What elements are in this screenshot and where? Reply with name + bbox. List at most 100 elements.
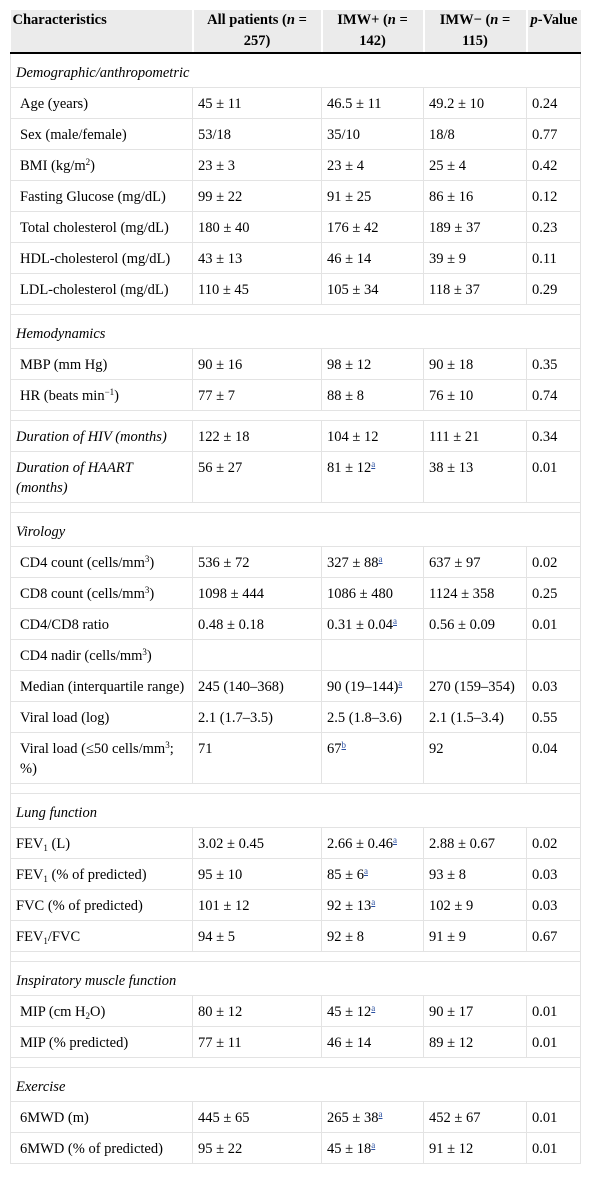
row-label: Fasting Glucose (mg/dL): [10, 180, 193, 212]
cell-imw-minus: 2.1 (1.5–3.4): [423, 701, 527, 733]
header-all-patients: All patients (n = 257): [191, 10, 322, 54]
footnote-link[interactable]: a: [398, 678, 403, 688]
table-row: Duration of HIV (months) 122 ± 18 104 ± …: [10, 420, 581, 452]
table-row: FVC (% of predicted) 101 ± 12 92 ± 13a 1…: [10, 889, 581, 921]
table-row: Age (years) 45 ± 11 46.5 ± 11 49.2 ± 10 …: [10, 87, 581, 119]
cell-p-value: 0.67: [526, 920, 581, 952]
row-label: FEV1 (L): [10, 827, 193, 859]
row-label: Median (interquartile range): [10, 670, 193, 702]
table-row: Viral load (log) 2.1 (1.7–3.5) 2.5 (1.8–…: [10, 701, 581, 733]
cell-all: 77 ± 11: [192, 1026, 322, 1058]
footnote-link[interactable]: a: [371, 897, 376, 907]
cell-all: 56 ± 27: [192, 451, 322, 503]
row-label: FEV1/FVC: [10, 920, 193, 952]
cell-imw-minus: 90 ± 17: [423, 995, 527, 1027]
cell-all: 43 ± 13: [192, 242, 322, 274]
footnote-link[interactable]: a: [371, 1003, 376, 1013]
cell-p-value: 0.42: [526, 149, 581, 181]
cell-all: 80 ± 12: [192, 995, 322, 1027]
cell-imw-minus: 189 ± 37: [423, 211, 527, 243]
cell-imw-minus: 92: [423, 732, 527, 784]
cell-imw-minus: 111 ± 21: [423, 420, 527, 452]
cell-imw-plus: [321, 639, 424, 671]
cell-all: 536 ± 72: [192, 546, 322, 578]
row-label: Duration of HAART (months): [10, 451, 193, 503]
row-label: CD8 count (cells/mm3): [10, 577, 193, 609]
section-title: Hemodynamics: [10, 314, 581, 349]
table-row: MIP (cm H2O) 80 ± 12 45 ± 12a 90 ± 17 0.…: [10, 995, 581, 1027]
table-row: FEV1 (% of predicted) 95 ± 10 85 ± 6a 93…: [10, 858, 581, 890]
cell-imw-plus: 45 ± 12a: [321, 995, 424, 1027]
cell-imw-minus: 270 (159–354): [423, 670, 527, 702]
cell-p-value: 0.23: [526, 211, 581, 243]
row-label: Sex (male/female): [10, 118, 193, 150]
row-label: CD4 count (cells/mm3): [10, 546, 193, 578]
table-row: FEV1/FVC 94 ± 5 92 ± 8 91 ± 9 0.67: [10, 920, 581, 952]
footnote-link[interactable]: a: [392, 616, 397, 626]
section-title: Demographic/anthropometric: [10, 52, 581, 88]
cell-imw-minus: [423, 639, 527, 671]
cell-all: 99 ± 22: [192, 180, 322, 212]
cell-p-value: 0.01: [526, 608, 581, 640]
table-row: MBP (mm Hg) 90 ± 16 98 ± 12 90 ± 18 0.35: [10, 348, 581, 380]
row-label: MBP (mm Hg): [10, 348, 193, 380]
header-characteristics: Characteristics: [10, 10, 193, 54]
cell-p-value: 0.04: [526, 732, 581, 784]
cell-imw-plus: 2.66 ± 0.46a: [321, 827, 424, 859]
cell-p-value: 0.34: [526, 420, 581, 452]
cell-imw-plus: 67b: [321, 732, 424, 784]
section-title: Virology: [10, 512, 581, 547]
cell-imw-plus: 45 ± 18a: [321, 1132, 424, 1164]
footnote-link[interactable]: b: [341, 740, 347, 750]
footnote-link[interactable]: a: [378, 1109, 383, 1119]
row-label: FVC (% of predicted): [10, 889, 193, 921]
row-label: HDL-cholesterol (mg/dL): [10, 242, 193, 274]
cell-imw-plus: 0.31 ± 0.04a: [321, 608, 424, 640]
table-row: LDL-cholesterol (mg/dL) 110 ± 45 105 ± 3…: [10, 273, 581, 305]
cell-imw-minus: 25 ± 4: [423, 149, 527, 181]
row-label: CD4/CD8 ratio: [10, 608, 193, 640]
cell-all: 180 ± 40: [192, 211, 322, 243]
footnote-link[interactable]: a: [371, 1140, 376, 1150]
table-row: CD4/CD8 ratio 0.48 ± 0.18 0.31 ± 0.04a 0…: [10, 608, 581, 640]
row-label: MIP (cm H2O): [10, 995, 193, 1027]
table-container: Characteristics All patients (n = 257) I…: [10, 10, 581, 1164]
cell-all: 95 ± 22: [192, 1132, 322, 1164]
section-row: Demographic/anthropometric: [10, 52, 581, 88]
cell-imw-minus: 49.2 ± 10: [423, 87, 527, 119]
cell-all: 122 ± 18: [192, 420, 322, 452]
row-label: BMI (kg/m2): [10, 149, 193, 181]
cell-p-value: 0.35: [526, 348, 581, 380]
table-row: HDL-cholesterol (mg/dL) 43 ± 13 46 ± 14 …: [10, 242, 581, 274]
table-header-row: Characteristics All patients (n = 257) I…: [10, 10, 581, 54]
cell-imw-minus: 102 ± 9: [423, 889, 527, 921]
header-imw-plus: IMW+ (n = 142): [320, 10, 424, 54]
cell-p-value: 0.02: [526, 827, 581, 859]
row-label: Age (years): [10, 87, 193, 119]
cell-imw-plus: 46.5 ± 11: [321, 87, 424, 119]
header-p-value: p-Value: [525, 10, 581, 54]
table-row: Duration of HAART (months) 56 ± 27 81 ± …: [10, 451, 581, 503]
row-label: Duration of HIV (months): [10, 420, 193, 452]
cell-imw-minus: 1124 ± 358: [423, 577, 527, 609]
row-label: MIP (% predicted): [10, 1026, 193, 1058]
cell-imw-minus: 2.88 ± 0.67: [423, 827, 527, 859]
cell-imw-minus: 86 ± 16: [423, 180, 527, 212]
footnote-link[interactable]: a: [371, 459, 376, 469]
cell-imw-minus: 118 ± 37: [423, 273, 527, 305]
cell-all: 3.02 ± 0.45: [192, 827, 322, 859]
row-label: HR (beats min−1): [10, 379, 193, 411]
cell-imw-plus: 105 ± 34: [321, 273, 424, 305]
cell-all: 53/18: [192, 118, 322, 150]
spacer-cell: [10, 304, 581, 315]
row-label: LDL-cholesterol (mg/dL): [10, 273, 193, 305]
section-row: Hemodynamics: [10, 314, 581, 349]
footnote-link[interactable]: a: [363, 866, 368, 876]
cell-p-value: 0.02: [526, 546, 581, 578]
footnote-link[interactable]: a: [392, 835, 397, 845]
cell-p-value: 0.01: [526, 995, 581, 1027]
cell-imw-minus: 90 ± 18: [423, 348, 527, 380]
spacer-row: [10, 502, 581, 513]
footnote-link[interactable]: a: [378, 554, 383, 564]
cell-imw-plus: 176 ± 42: [321, 211, 424, 243]
